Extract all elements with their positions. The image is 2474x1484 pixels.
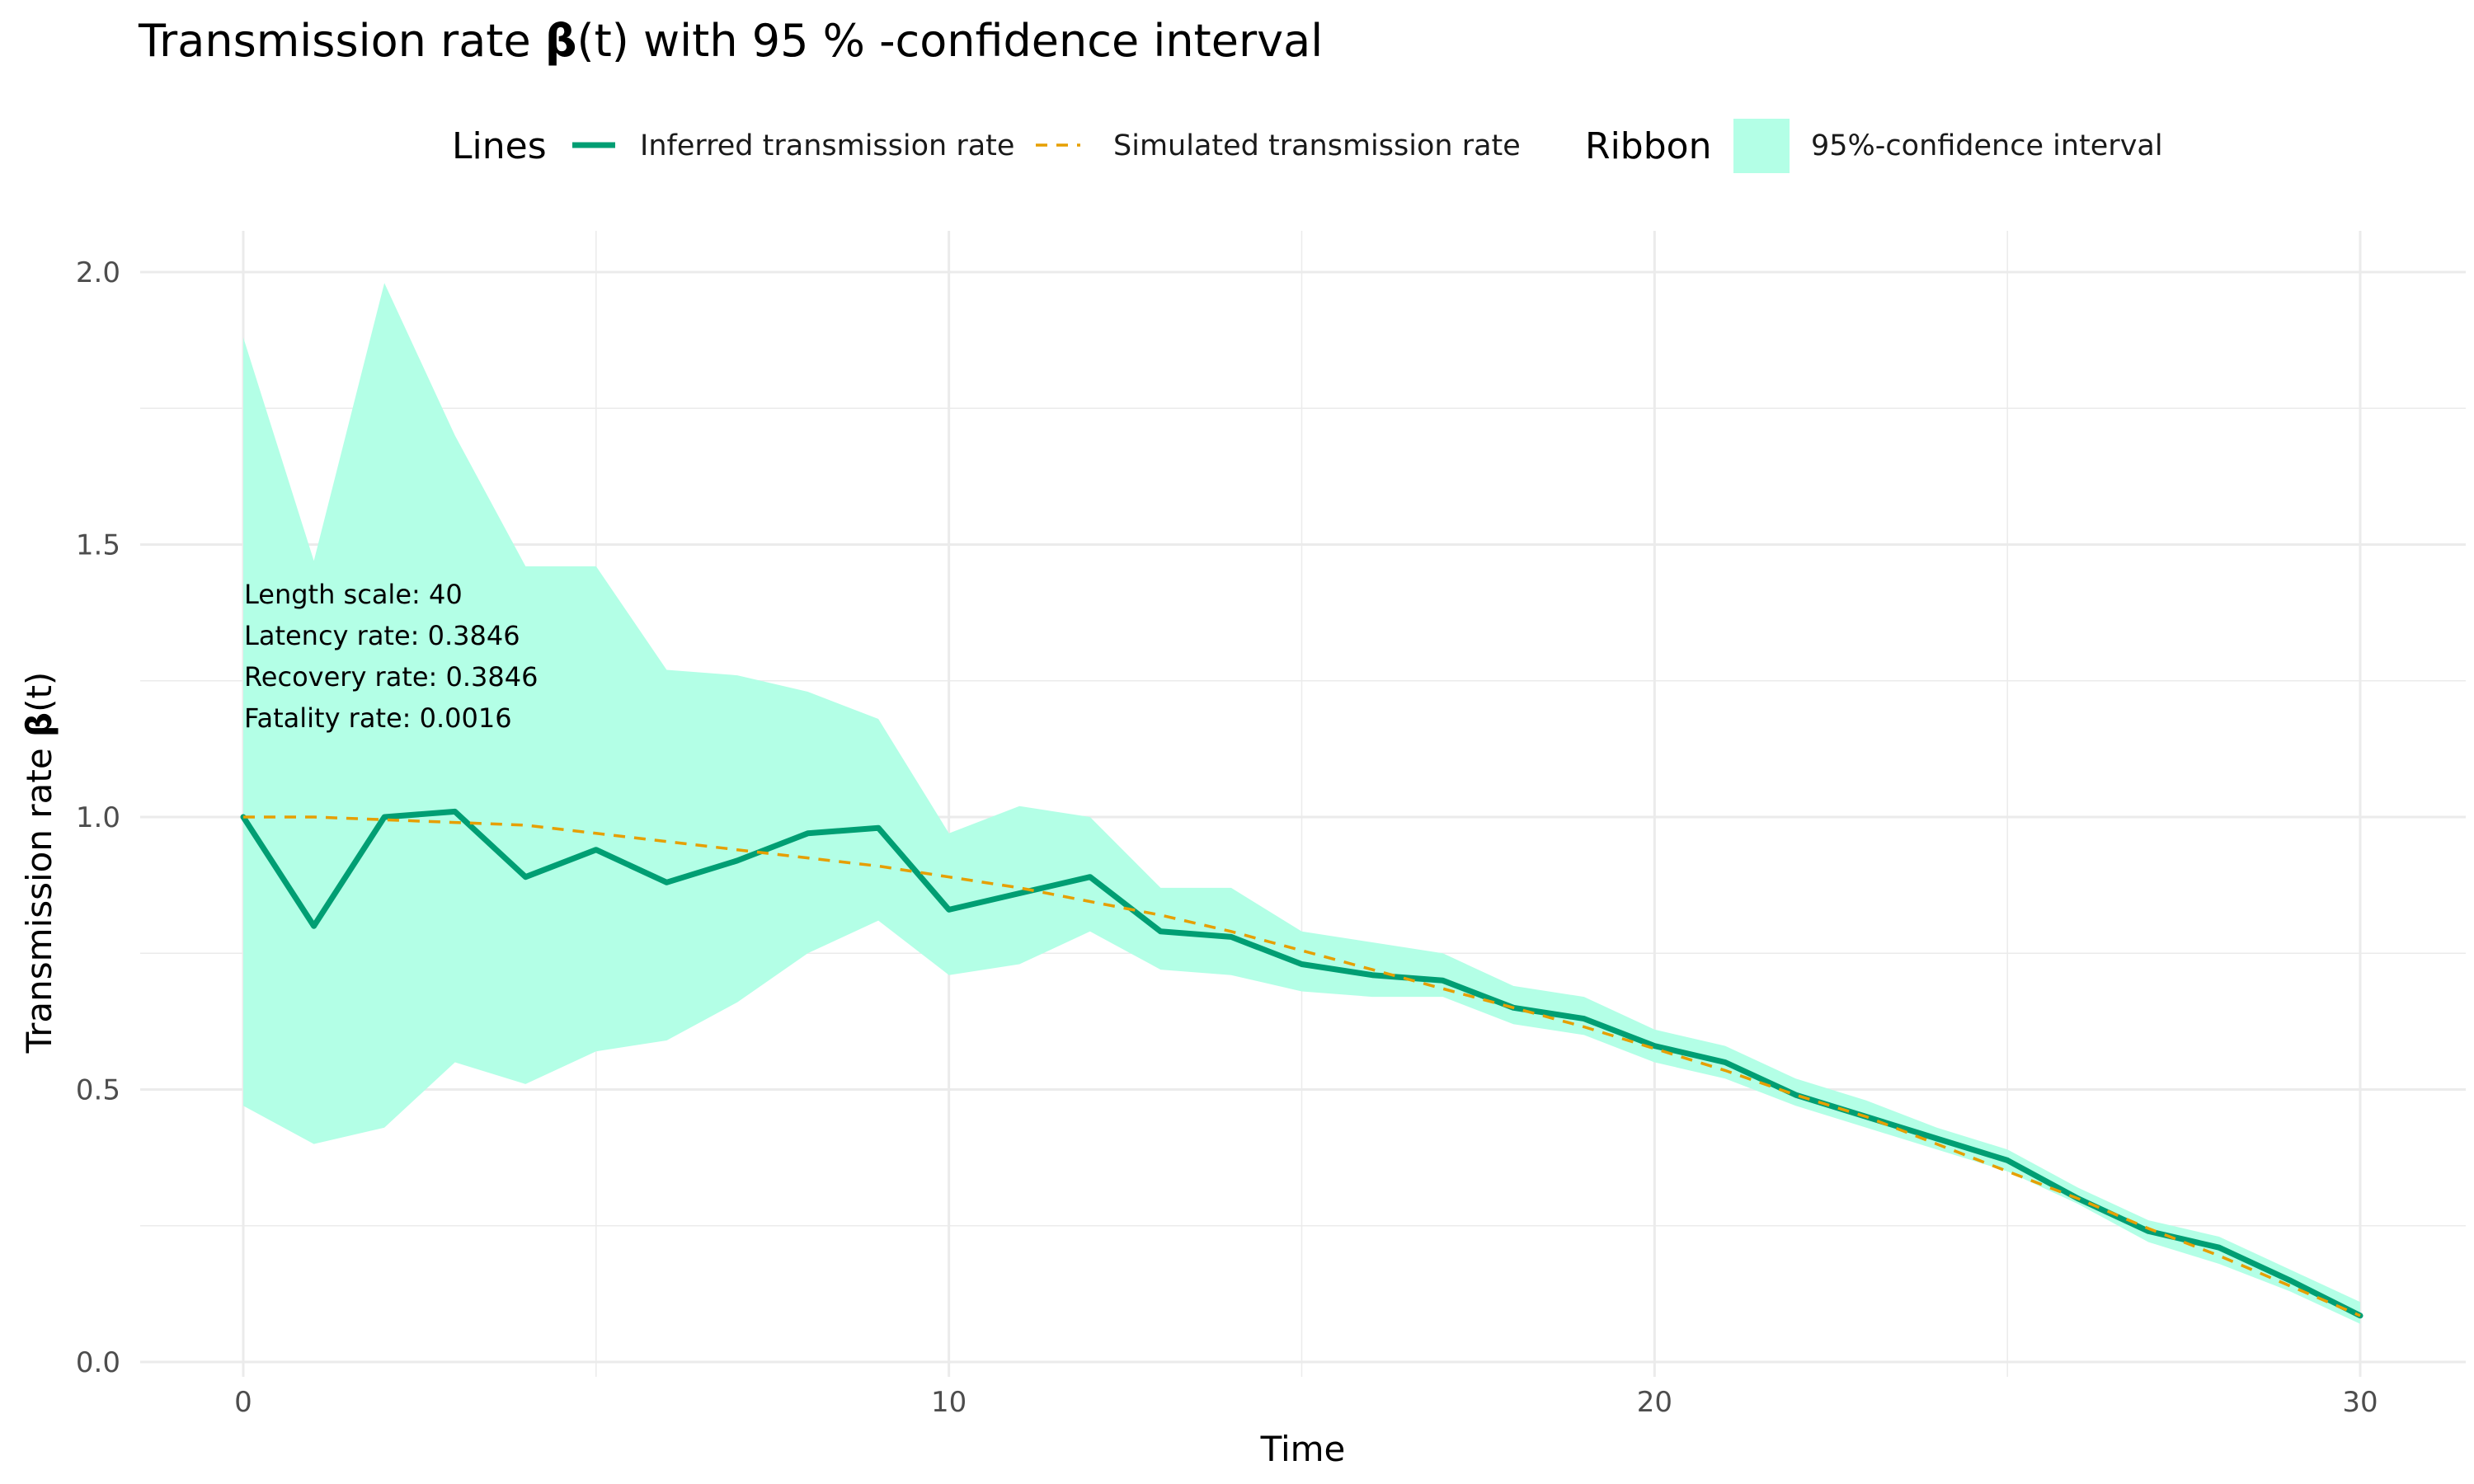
series-inferred-line bbox=[240, 808, 2363, 1319]
legend-label-simulated: Simulated transmission rate bbox=[1113, 129, 1521, 162]
annotation-latency-rate: Latency rate: 0.3846 bbox=[244, 620, 520, 651]
confidence-ribbon-layer bbox=[243, 283, 2360, 1324]
legend-ribbon-title: Ribbon bbox=[1585, 125, 1711, 167]
x-tick-label: 0 bbox=[234, 1386, 252, 1419]
legend-label-inferred: Inferred transmission rate bbox=[640, 129, 1014, 162]
x-tick-label: 20 bbox=[1637, 1386, 1672, 1419]
y-tick-label: 0.5 bbox=[76, 1074, 120, 1107]
annotation-length-scale: Length scale: 40 bbox=[244, 579, 463, 610]
x-axis-title: Time bbox=[1260, 1429, 1346, 1469]
y-tick-label: 1.5 bbox=[76, 529, 120, 562]
legend-lines-title: Lines bbox=[452, 125, 547, 167]
legend-key-ribbon bbox=[1733, 119, 1790, 173]
y-axis-title: Transmission rate β(t) bbox=[19, 672, 59, 1054]
y-tick-label: 1.0 bbox=[76, 801, 120, 834]
y-tick-label: 2.0 bbox=[76, 256, 120, 289]
x-tick-label: 10 bbox=[931, 1386, 967, 1419]
annotation-recovery-rate: Recovery rate: 0.3846 bbox=[244, 661, 538, 693]
legend-label-ribbon: 95%-confidence interval bbox=[1811, 129, 2163, 162]
confidence-ribbon bbox=[243, 283, 2360, 1324]
chart-title: Transmission rate β(t) with 95 % -confid… bbox=[138, 15, 1323, 67]
parameter-annotations: Length scale: 40 Latency rate: 0.3846 Re… bbox=[244, 579, 538, 734]
x-tick-label: 30 bbox=[2342, 1386, 2378, 1419]
tick-labels: 0.0 0.5 1.0 1.5 2.0 0 10 20 30 bbox=[76, 256, 2378, 1419]
legend: Lines Inferred transmission rate Simulat… bbox=[452, 119, 2163, 173]
series-simulated-line bbox=[243, 815, 2361, 1317]
annotation-fatality-rate: Fatality rate: 0.0016 bbox=[244, 702, 512, 734]
series-layer bbox=[240, 808, 2363, 1319]
y-tick-label: 0.0 bbox=[76, 1346, 120, 1379]
